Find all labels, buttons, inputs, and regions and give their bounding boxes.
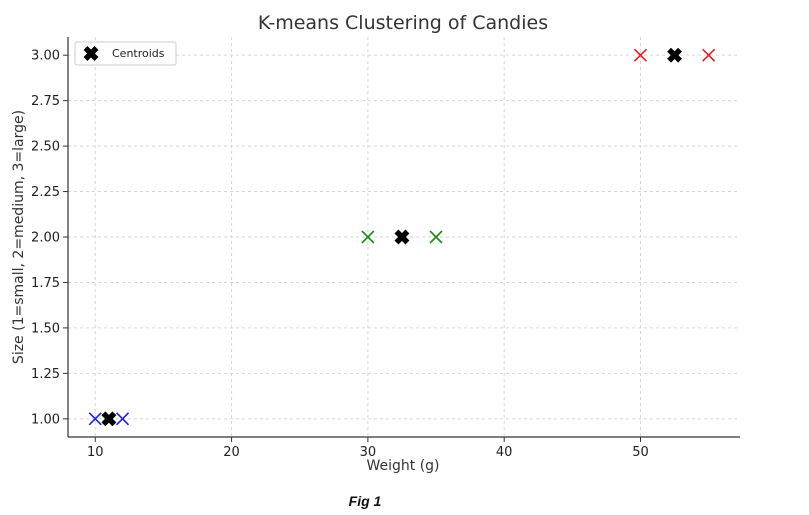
y-tick-label: 2.50 bbox=[31, 140, 60, 155]
x-tick-label: 20 bbox=[223, 445, 240, 460]
y-axis-ticks: 1.00 1.25 1.50 1.75 2.00 2.25 2.50 2.75 3.00 bbox=[31, 49, 68, 427]
x-tick-label: 40 bbox=[496, 445, 513, 460]
y-axis-label: Size (1=small, 2=medium, 3=large) bbox=[11, 110, 27, 364]
x-axis-ticks: 10 20 30 40 50 bbox=[87, 437, 649, 460]
chart: K-means Clustering of Candies 10 20 30 40 50… bbox=[11, 12, 740, 474]
data-point-marker bbox=[115, 412, 130, 426]
centroid-marker bbox=[101, 411, 117, 427]
x-axis-label: Weight (g) bbox=[366, 458, 439, 474]
legend-label-centroids: Centroids bbox=[112, 47, 165, 60]
data-point-marker bbox=[633, 48, 648, 62]
y-tick-label: 1.75 bbox=[31, 276, 60, 291]
legend: Centroids bbox=[74, 41, 177, 66]
x-tick-label: 50 bbox=[632, 445, 649, 460]
y-tick-label: 1.50 bbox=[31, 321, 60, 336]
centroid-marker bbox=[394, 229, 410, 245]
figure-caption: Fig 1 bbox=[348, 493, 382, 509]
data-point-marker bbox=[361, 230, 375, 244]
y-tick-label: 2.75 bbox=[31, 94, 60, 109]
y-tick-label: 3.00 bbox=[31, 49, 60, 64]
centroid-marker bbox=[667, 47, 683, 63]
y-tick-label: 1.25 bbox=[31, 367, 60, 382]
y-tick-label: 2.25 bbox=[31, 185, 60, 200]
data-points bbox=[88, 47, 716, 427]
legend-marker-glyph bbox=[83, 46, 99, 61]
data-point-marker bbox=[429, 230, 443, 244]
y-tick-label: 2.00 bbox=[31, 231, 60, 246]
legend-box bbox=[74, 41, 177, 66]
chart-title: K-means Clustering of Candies bbox=[258, 12, 548, 34]
x-tick-label: 10 bbox=[87, 445, 104, 460]
legend-centroid-marker bbox=[83, 46, 99, 61]
data-point-marker bbox=[702, 48, 716, 62]
y-tick-label: 1.00 bbox=[31, 412, 60, 427]
data-point-marker bbox=[88, 412, 102, 426]
x-tick-label: 30 bbox=[360, 445, 377, 460]
